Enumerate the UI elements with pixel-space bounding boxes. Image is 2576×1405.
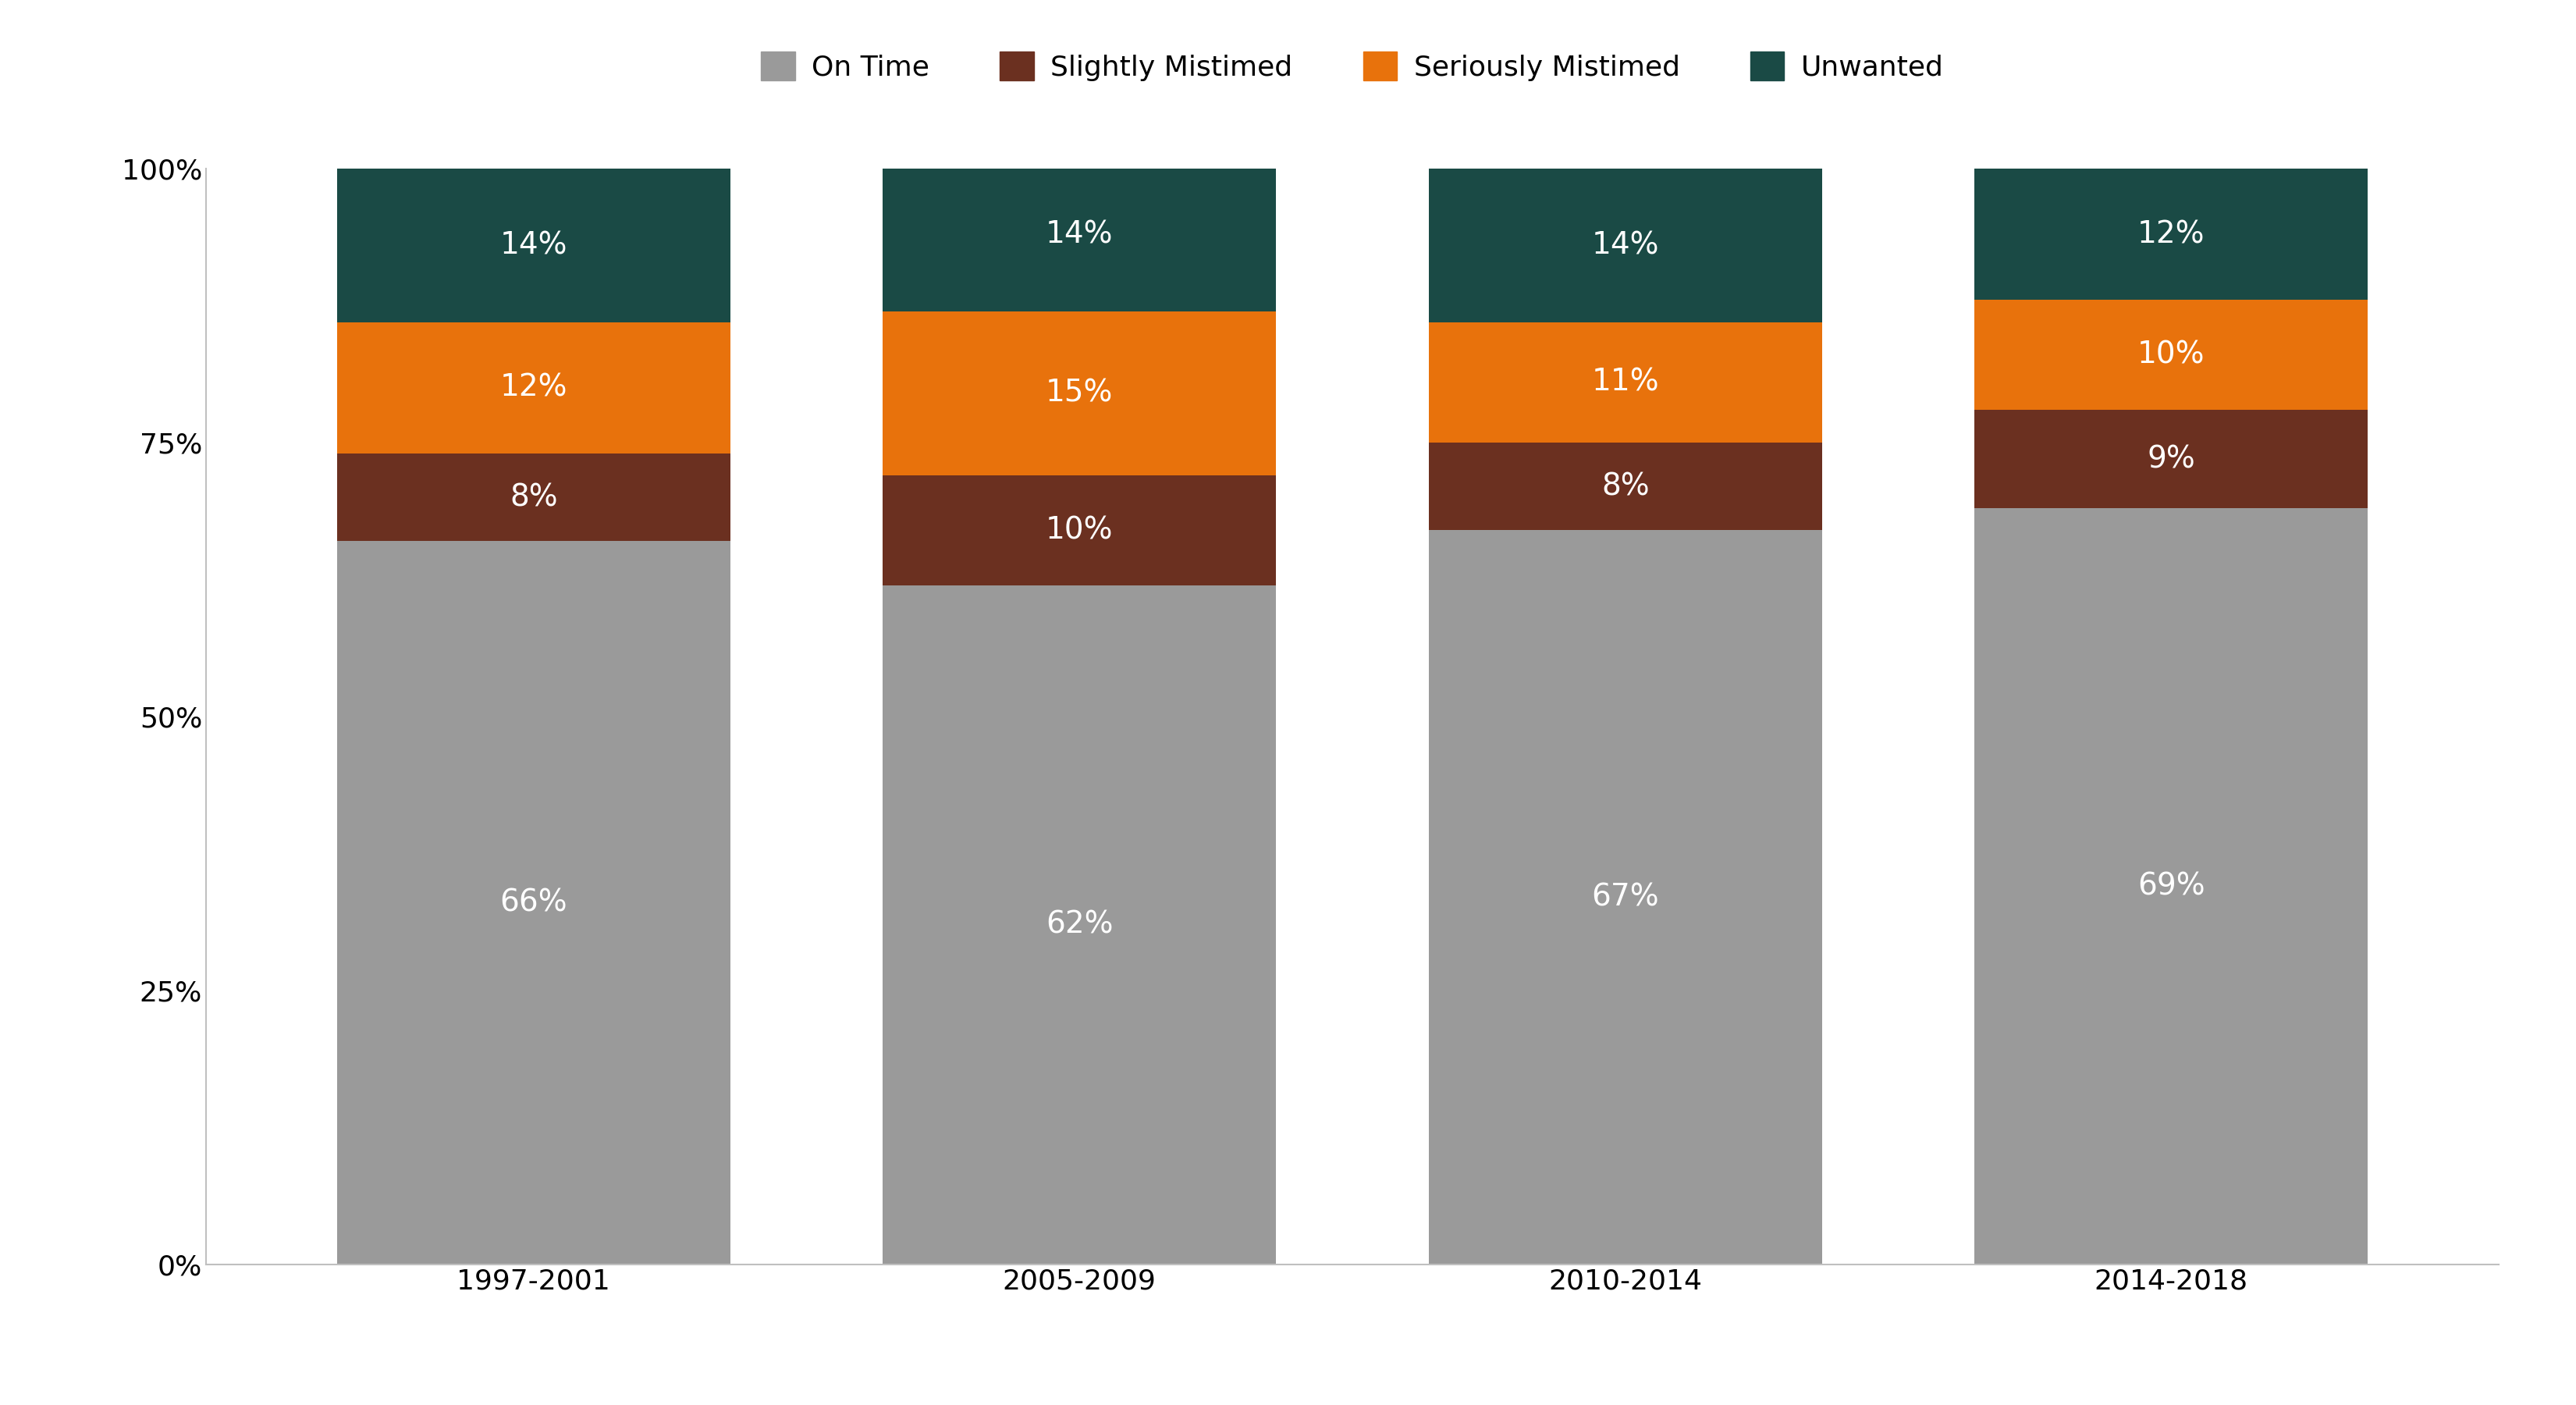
Text: 14%: 14% — [1592, 230, 1659, 260]
Bar — [337, 541, 729, 1264]
Bar — [884, 157, 1275, 311]
Bar — [1430, 443, 1821, 530]
Text: 66%: 66% — [500, 888, 567, 917]
Bar — [337, 454, 729, 541]
Legend: On Time, Slightly Mistimed, Seriously Mistimed, Unwanted: On Time, Slightly Mistimed, Seriously Mi… — [750, 41, 1955, 93]
Text: 9%: 9% — [2148, 444, 2195, 473]
Bar — [337, 169, 729, 322]
Text: 12%: 12% — [2138, 219, 2205, 249]
Text: 11%: 11% — [1592, 368, 1659, 398]
Bar — [1976, 301, 2367, 410]
Text: 8%: 8% — [1602, 472, 1649, 502]
Text: 10%: 10% — [1046, 516, 1113, 545]
Bar — [884, 311, 1275, 475]
Text: 12%: 12% — [500, 372, 567, 403]
Bar — [1976, 410, 2367, 509]
Text: 14%: 14% — [500, 230, 567, 260]
Bar — [1430, 322, 1821, 443]
Text: 15%: 15% — [1046, 378, 1113, 407]
Bar — [1430, 169, 1821, 322]
Text: 62%: 62% — [1046, 910, 1113, 940]
Text: 67%: 67% — [1592, 882, 1659, 912]
Bar — [1976, 509, 2367, 1264]
Bar — [337, 322, 729, 454]
Text: 14%: 14% — [1046, 219, 1113, 249]
Text: 8%: 8% — [510, 482, 556, 513]
Bar — [1430, 530, 1821, 1264]
Bar — [884, 475, 1275, 584]
Text: 69%: 69% — [2138, 871, 2205, 901]
Bar — [884, 584, 1275, 1264]
Bar — [1976, 169, 2367, 301]
Text: 10%: 10% — [2138, 340, 2205, 370]
